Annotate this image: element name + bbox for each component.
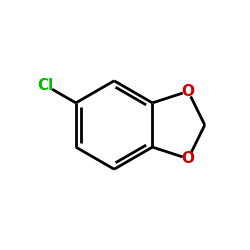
Text: O: O bbox=[182, 84, 195, 99]
Text: O: O bbox=[182, 151, 195, 166]
Text: Cl: Cl bbox=[37, 78, 53, 93]
